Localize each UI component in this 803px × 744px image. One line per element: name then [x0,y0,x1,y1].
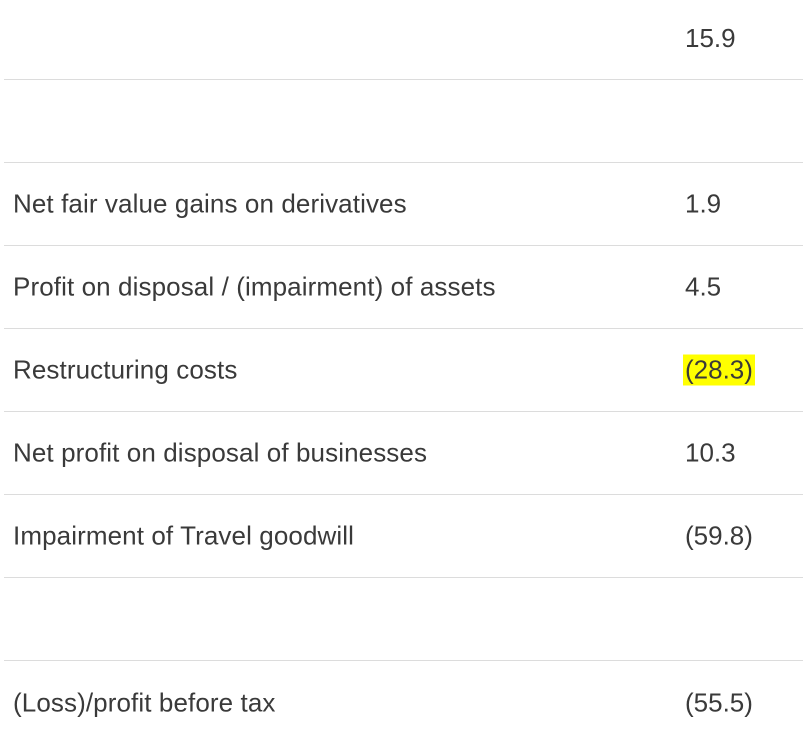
row-label: Net profit on disposal of businesses [13,437,428,468]
table-row [4,578,803,661]
financial-table: 15.9 Net fair value gains on derivatives… [4,0,803,744]
row-label: Net fair value gains on derivatives [13,188,407,219]
table-row: Profit on disposal / (impairment) of ass… [4,246,803,329]
table-row: Net profit on disposal of businesses 10.… [4,412,803,495]
table-row: (Loss)/profit before tax (55.5) [4,661,803,744]
row-label: Impairment of Travel goodwill [13,520,355,551]
row-value: (59.8) [685,520,753,551]
row-label: Profit on disposal / (impairment) of ass… [13,271,496,302]
table-row: 15.9 [4,0,803,80]
row-label: (Loss)/profit before tax [13,687,276,717]
row-value: (55.5) [685,687,753,717]
row-value: 15.9 [685,23,736,53]
table-row: Impairment of Travel goodwill (59.8) [4,495,803,578]
table-row: Net fair value gains on derivatives 1.9 [4,163,803,246]
table-row [4,80,803,163]
row-label: Restructuring costs [13,354,238,385]
row-value: 4.5 [685,271,722,302]
table-row: Restructuring costs (28.3) [4,329,803,412]
row-value: 1.9 [685,188,722,219]
row-value: 10.3 [685,437,736,468]
highlighted-row-value: (28.3) [683,354,755,386]
